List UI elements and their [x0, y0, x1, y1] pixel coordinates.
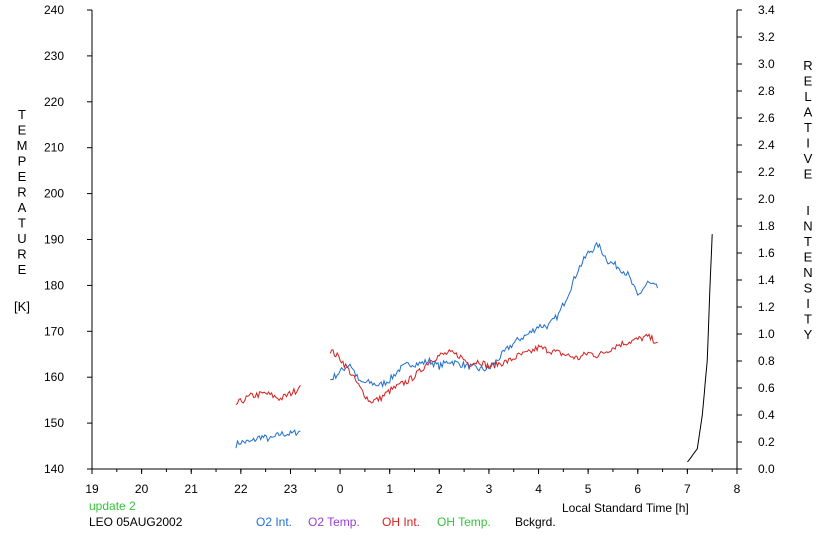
left-axis-title-letter: E [18, 262, 27, 277]
x-tick-label: 3 [486, 482, 493, 496]
x-tick-label: 23 [284, 482, 298, 496]
left-axis-title-letter: P [18, 154, 27, 169]
station-date: LEO 05AUG2002 [89, 515, 183, 529]
x-tick-label: 22 [234, 482, 248, 496]
y-left-tick-label: 220 [44, 95, 64, 109]
left-axis-title-letter: A [18, 200, 27, 215]
series-lines [235, 234, 713, 463]
y-right-tick-label: 2.0 [758, 192, 775, 206]
legend-o2-temp: O2 Temp. [308, 515, 360, 529]
y-left-tick-label: 170 [44, 324, 64, 338]
right-axis-title-letter: T [804, 312, 812, 327]
right-axis-title-letter: N [803, 219, 812, 234]
series-line-o2-int [235, 429, 301, 449]
left-axis-title-letter: R [17, 247, 26, 262]
right-axis-title-letter: N [803, 265, 812, 280]
left-axis-title-letter: E [18, 123, 27, 138]
right-axis-title-letter: V [804, 151, 813, 166]
right-axis-title-letter: E [804, 167, 813, 182]
series-line-o2-int [330, 241, 659, 389]
y-right-tick-label: 0.6 [758, 381, 775, 395]
y-right-tick-label: 1.6 [758, 246, 775, 260]
y-right-tick-label: 2.2 [758, 165, 775, 179]
y-right-tick-label: 1.8 [758, 219, 775, 233]
y-right-tick-label: 2.8 [758, 84, 775, 98]
x-tick-label: 5 [585, 482, 592, 496]
y-left-tick-label: 200 [44, 187, 64, 201]
y-right-tick-label: 1.4 [758, 273, 775, 287]
left-axis-title-letter: E [18, 169, 27, 184]
x-tick-label: 4 [535, 482, 542, 496]
left-axis-unit: [K] [14, 299, 30, 314]
left-axis-title-letter: T [18, 216, 26, 231]
x-tick-label: 0 [337, 482, 344, 496]
x-axis-label: Local Standard Time [h] [562, 501, 689, 515]
right-axis-title-letter: T [804, 120, 812, 135]
left-axis-title-letter: T [18, 107, 26, 122]
y-left-tick-label: 160 [44, 370, 64, 384]
series-line-bckgrd [687, 234, 713, 463]
y-right-tick-label: 2.6 [758, 111, 775, 125]
y-left-tick-label: 190 [44, 233, 64, 247]
y-right-tick-label: 1.2 [758, 300, 775, 314]
x-tick-label: 1 [386, 482, 393, 496]
right-axis-title-letter: I [806, 136, 810, 151]
legend-bckgrd: Bckgrd. [515, 515, 556, 529]
series-line-oh-int [329, 333, 658, 404]
left-axis-title-letter: U [17, 231, 26, 246]
y-right-tick-label: 2.4 [758, 138, 775, 152]
y-right-tick-label: 0.4 [758, 408, 775, 422]
x-tick-label: 19 [85, 482, 99, 496]
y-left-tick-label: 150 [44, 416, 64, 430]
left-axis-title-letter: M [17, 138, 28, 153]
x-tick-label: 2 [436, 482, 443, 496]
series-line-oh-int [235, 385, 301, 406]
right-axis-title-letter: I [806, 203, 810, 218]
right-axis-title-letter: E [804, 74, 813, 89]
y-right-tick-label: 3.0 [758, 57, 775, 71]
right-axis-title-letter: I [806, 296, 810, 311]
x-tick-label: 7 [684, 482, 691, 496]
y-left-tick-label: 210 [44, 141, 64, 155]
legend-oh-temp: OH Temp. [437, 515, 491, 529]
axes [87, 9, 742, 474]
y-left-tick-label: 230 [44, 49, 64, 63]
left-axis-title-letter: R [17, 185, 26, 200]
y-left-tick-label: 140 [44, 462, 64, 476]
x-tick-label: 21 [185, 482, 199, 496]
y-right-tick-label: 0.0 [758, 462, 775, 476]
right-axis-title-letter: L [804, 89, 811, 104]
y-right-tick-label: 3.2 [758, 30, 775, 44]
right-axis-title-letter: T [804, 234, 812, 249]
y-right-tick-label: 0.8 [758, 354, 775, 368]
right-axis-title-letter: Y [804, 327, 813, 342]
right-axis-title-letter: S [804, 281, 813, 296]
y-left-tick-label: 180 [44, 278, 64, 292]
x-tick-label: 20 [135, 482, 149, 496]
y-right-tick-label: 3.4 [758, 3, 775, 17]
x-tick-label: 6 [634, 482, 641, 496]
y-right-tick-label: 1.0 [758, 327, 775, 341]
y-right-tick-label: 0.2 [758, 435, 775, 449]
update-label: update 2 [89, 499, 136, 513]
legend-o2-int: O2 Int. [256, 515, 293, 529]
right-axis-title-letter: R [803, 58, 812, 73]
x-tick-label: 8 [734, 482, 741, 496]
legend-oh-int: OH Int. [382, 515, 421, 529]
right-axis-title-letter: E [804, 250, 813, 265]
right-axis-title-letter: A [804, 105, 813, 120]
y-left-tick-label: 240 [44, 3, 64, 17]
tick-labels: 19 20 21 22 23 0 1 2 3 4 5 6 7 8140150160170180190200… [44, 3, 775, 496]
